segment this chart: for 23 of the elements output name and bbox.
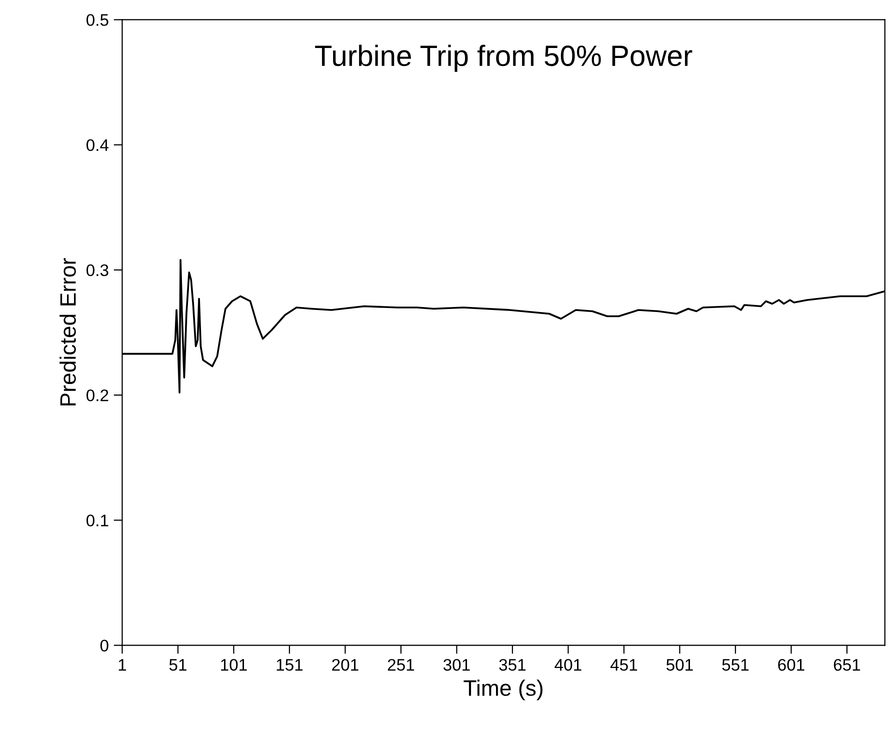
x-tick-label: 301 (443, 658, 470, 671)
x-tick-label: 201 (332, 658, 358, 671)
x-tick-label: 51 (169, 659, 186, 671)
y-tick-label: 0.5 (86, 14, 108, 26)
x-tick-label: 551 (722, 659, 749, 671)
text: Turbine Trip from 50% Power (315, 44, 692, 72)
x-tick-label: 151 (276, 659, 303, 671)
x-tick-label: 501 (666, 658, 693, 671)
x-tick-label: 351 (499, 658, 526, 671)
y-axis-title: Predicted Error (60, 258, 76, 406)
x-tick-label: 251 (388, 658, 414, 671)
x-tick-label: 601 (778, 658, 804, 671)
y-tick-label: 0.3 (86, 264, 108, 276)
y-tick-label: 0.4 (86, 139, 109, 152)
y-tick-label: 0.1 (86, 514, 108, 526)
x-tick-label: 1 (118, 659, 126, 671)
y-tick-label: 0 (100, 640, 108, 652)
x-tick-label: 451 (610, 659, 638, 671)
x-tick-label: 651 (834, 658, 860, 671)
x-axis-title: Time (s) (464, 680, 542, 700)
x-tick-label: 101 (221, 658, 247, 671)
x-tick-label: 401 (554, 658, 582, 671)
y-tick-label: 0.2 (86, 389, 108, 402)
